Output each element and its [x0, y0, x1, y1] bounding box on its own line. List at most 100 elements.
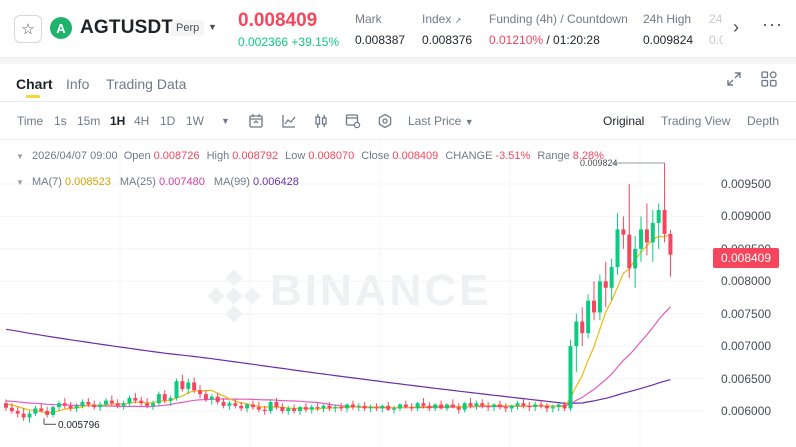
- ohlc-range-label: Range: [537, 150, 570, 162]
- candle-body: [15, 411, 20, 414]
- candle-body: [368, 407, 373, 409]
- candle: [51, 405, 56, 418]
- candle-body: [609, 267, 614, 288]
- funding-countdown: / 01:20:28: [546, 33, 600, 47]
- interval-1w[interactable]: 1W: [186, 114, 204, 128]
- candle-body: [162, 394, 167, 401]
- candle-body: [209, 396, 214, 400]
- binance-watermark: BINANCE: [270, 266, 492, 315]
- candlestick-chart[interactable]: [0, 141, 796, 447]
- candle: [215, 392, 220, 405]
- stat-index-value: 0.008376: [422, 33, 473, 47]
- ma25-value: 0.007480: [158, 176, 205, 188]
- candle-body: [168, 398, 173, 401]
- candle-body: [480, 403, 485, 406]
- candle-body: [145, 403, 150, 406]
- candle-body: [4, 403, 8, 408]
- candle: [374, 403, 379, 411]
- candle: [174, 378, 179, 401]
- candle: [15, 407, 20, 418]
- candle-body: [203, 394, 208, 400]
- ohlc-change-label: CHANGE: [445, 150, 493, 162]
- candle: [580, 307, 585, 347]
- candle-body: [321, 405, 326, 409]
- y-tick-label: 0.006000: [721, 404, 772, 418]
- ohlc-high: 0.008792: [232, 150, 279, 162]
- collapse-legend-icon[interactable]: ▼: [16, 152, 24, 161]
- price-markers: [43, 162, 665, 425]
- candle-body: [92, 404, 97, 408]
- candle-body: [239, 405, 244, 409]
- expand-icon[interactable]: [727, 72, 741, 86]
- candle-body: [592, 300, 596, 313]
- indicator-icon[interactable]: [281, 113, 297, 129]
- stat-index[interactable]: Index ↗ 0.008376: [422, 12, 472, 47]
- more-options-icon[interactable]: ···: [762, 14, 783, 34]
- candle-body: [386, 405, 391, 410]
- candle-body: [233, 403, 238, 406]
- stat-24h-high-label: 24h High: [643, 12, 692, 26]
- candle-body: [462, 403, 467, 410]
- view-depth[interactable]: Depth: [747, 114, 780, 128]
- candle: [256, 401, 261, 413]
- candle: [568, 339, 573, 411]
- candle-body: [333, 407, 338, 409]
- funding-rate: 0.01210%: [489, 33, 544, 47]
- candle: [115, 399, 120, 409]
- depth-toggle-icon[interactable]: [377, 113, 393, 129]
- candle: [327, 401, 332, 411]
- candle: [633, 235, 638, 288]
- chart-settings-icon[interactable]: [248, 113, 264, 129]
- interval-more-icon[interactable]: ▼: [221, 116, 230, 126]
- price-change-abs: 0.002366: [238, 35, 289, 49]
- candle: [462, 401, 467, 413]
- candle: [515, 400, 520, 410]
- candle: [274, 398, 279, 410]
- candle-body: [62, 403, 67, 406]
- candle-body: [515, 403, 520, 406]
- interval-4h[interactable]: 4H: [134, 114, 150, 128]
- stat-mark-value: 0.008387: [355, 33, 406, 47]
- candle: [92, 400, 97, 410]
- candle: [350, 400, 355, 410]
- candle: [468, 398, 473, 409]
- favorite-star-icon[interactable]: ☆: [14, 15, 42, 43]
- interval-1d[interactable]: 1D: [160, 114, 176, 128]
- candle-type-icon[interactable]: [313, 113, 329, 129]
- candle-body: [409, 407, 414, 409]
- high-marker-label: 0.009824: [580, 158, 618, 168]
- collapse-ma-icon[interactable]: ▼: [16, 178, 24, 187]
- interval-1s[interactable]: 1s: [54, 114, 67, 128]
- panel-tabs: Chart Info Trading Data: [0, 64, 796, 102]
- candle-body: [415, 403, 420, 409]
- layout-grid-icon[interactable]: [761, 71, 777, 87]
- candle: [198, 385, 203, 399]
- interval-15m[interactable]: 15m: [77, 114, 101, 128]
- view-original[interactable]: Original: [603, 114, 645, 128]
- stat-24h-low-partial: 24 0.0: [709, 12, 723, 47]
- tab-trading-data[interactable]: Trading Data: [106, 76, 187, 92]
- candle: [345, 403, 350, 413]
- candle-body: [256, 407, 261, 410]
- candle-body: [639, 229, 644, 249]
- interval-time[interactable]: Time: [17, 114, 44, 128]
- candle: [168, 395, 173, 406]
- tab-chart[interactable]: Chart: [16, 76, 53, 92]
- tab-info[interactable]: Info: [66, 76, 90, 92]
- candle: [650, 209, 655, 262]
- ohlc-range: 8.28%: [572, 150, 604, 162]
- symbol-dropdown-icon[interactable]: ▼: [208, 22, 217, 32]
- candle: [121, 400, 126, 410]
- candle: [497, 400, 502, 410]
- candle: [315, 403, 320, 411]
- candle: [127, 395, 132, 406]
- symbol-name[interactable]: AGTUSDT: [80, 17, 174, 38]
- candle: [392, 405, 397, 414]
- view-trading-view[interactable]: Trading View: [661, 114, 731, 128]
- candle: [298, 405, 302, 415]
- chevron-right-icon[interactable]: ›: [733, 17, 739, 37]
- interval-1h[interactable]: 1H: [110, 114, 126, 128]
- candle-body: [156, 394, 161, 404]
- price-type-select[interactable]: Last Price ▼: [408, 114, 474, 128]
- template-settings-icon[interactable]: [345, 113, 361, 129]
